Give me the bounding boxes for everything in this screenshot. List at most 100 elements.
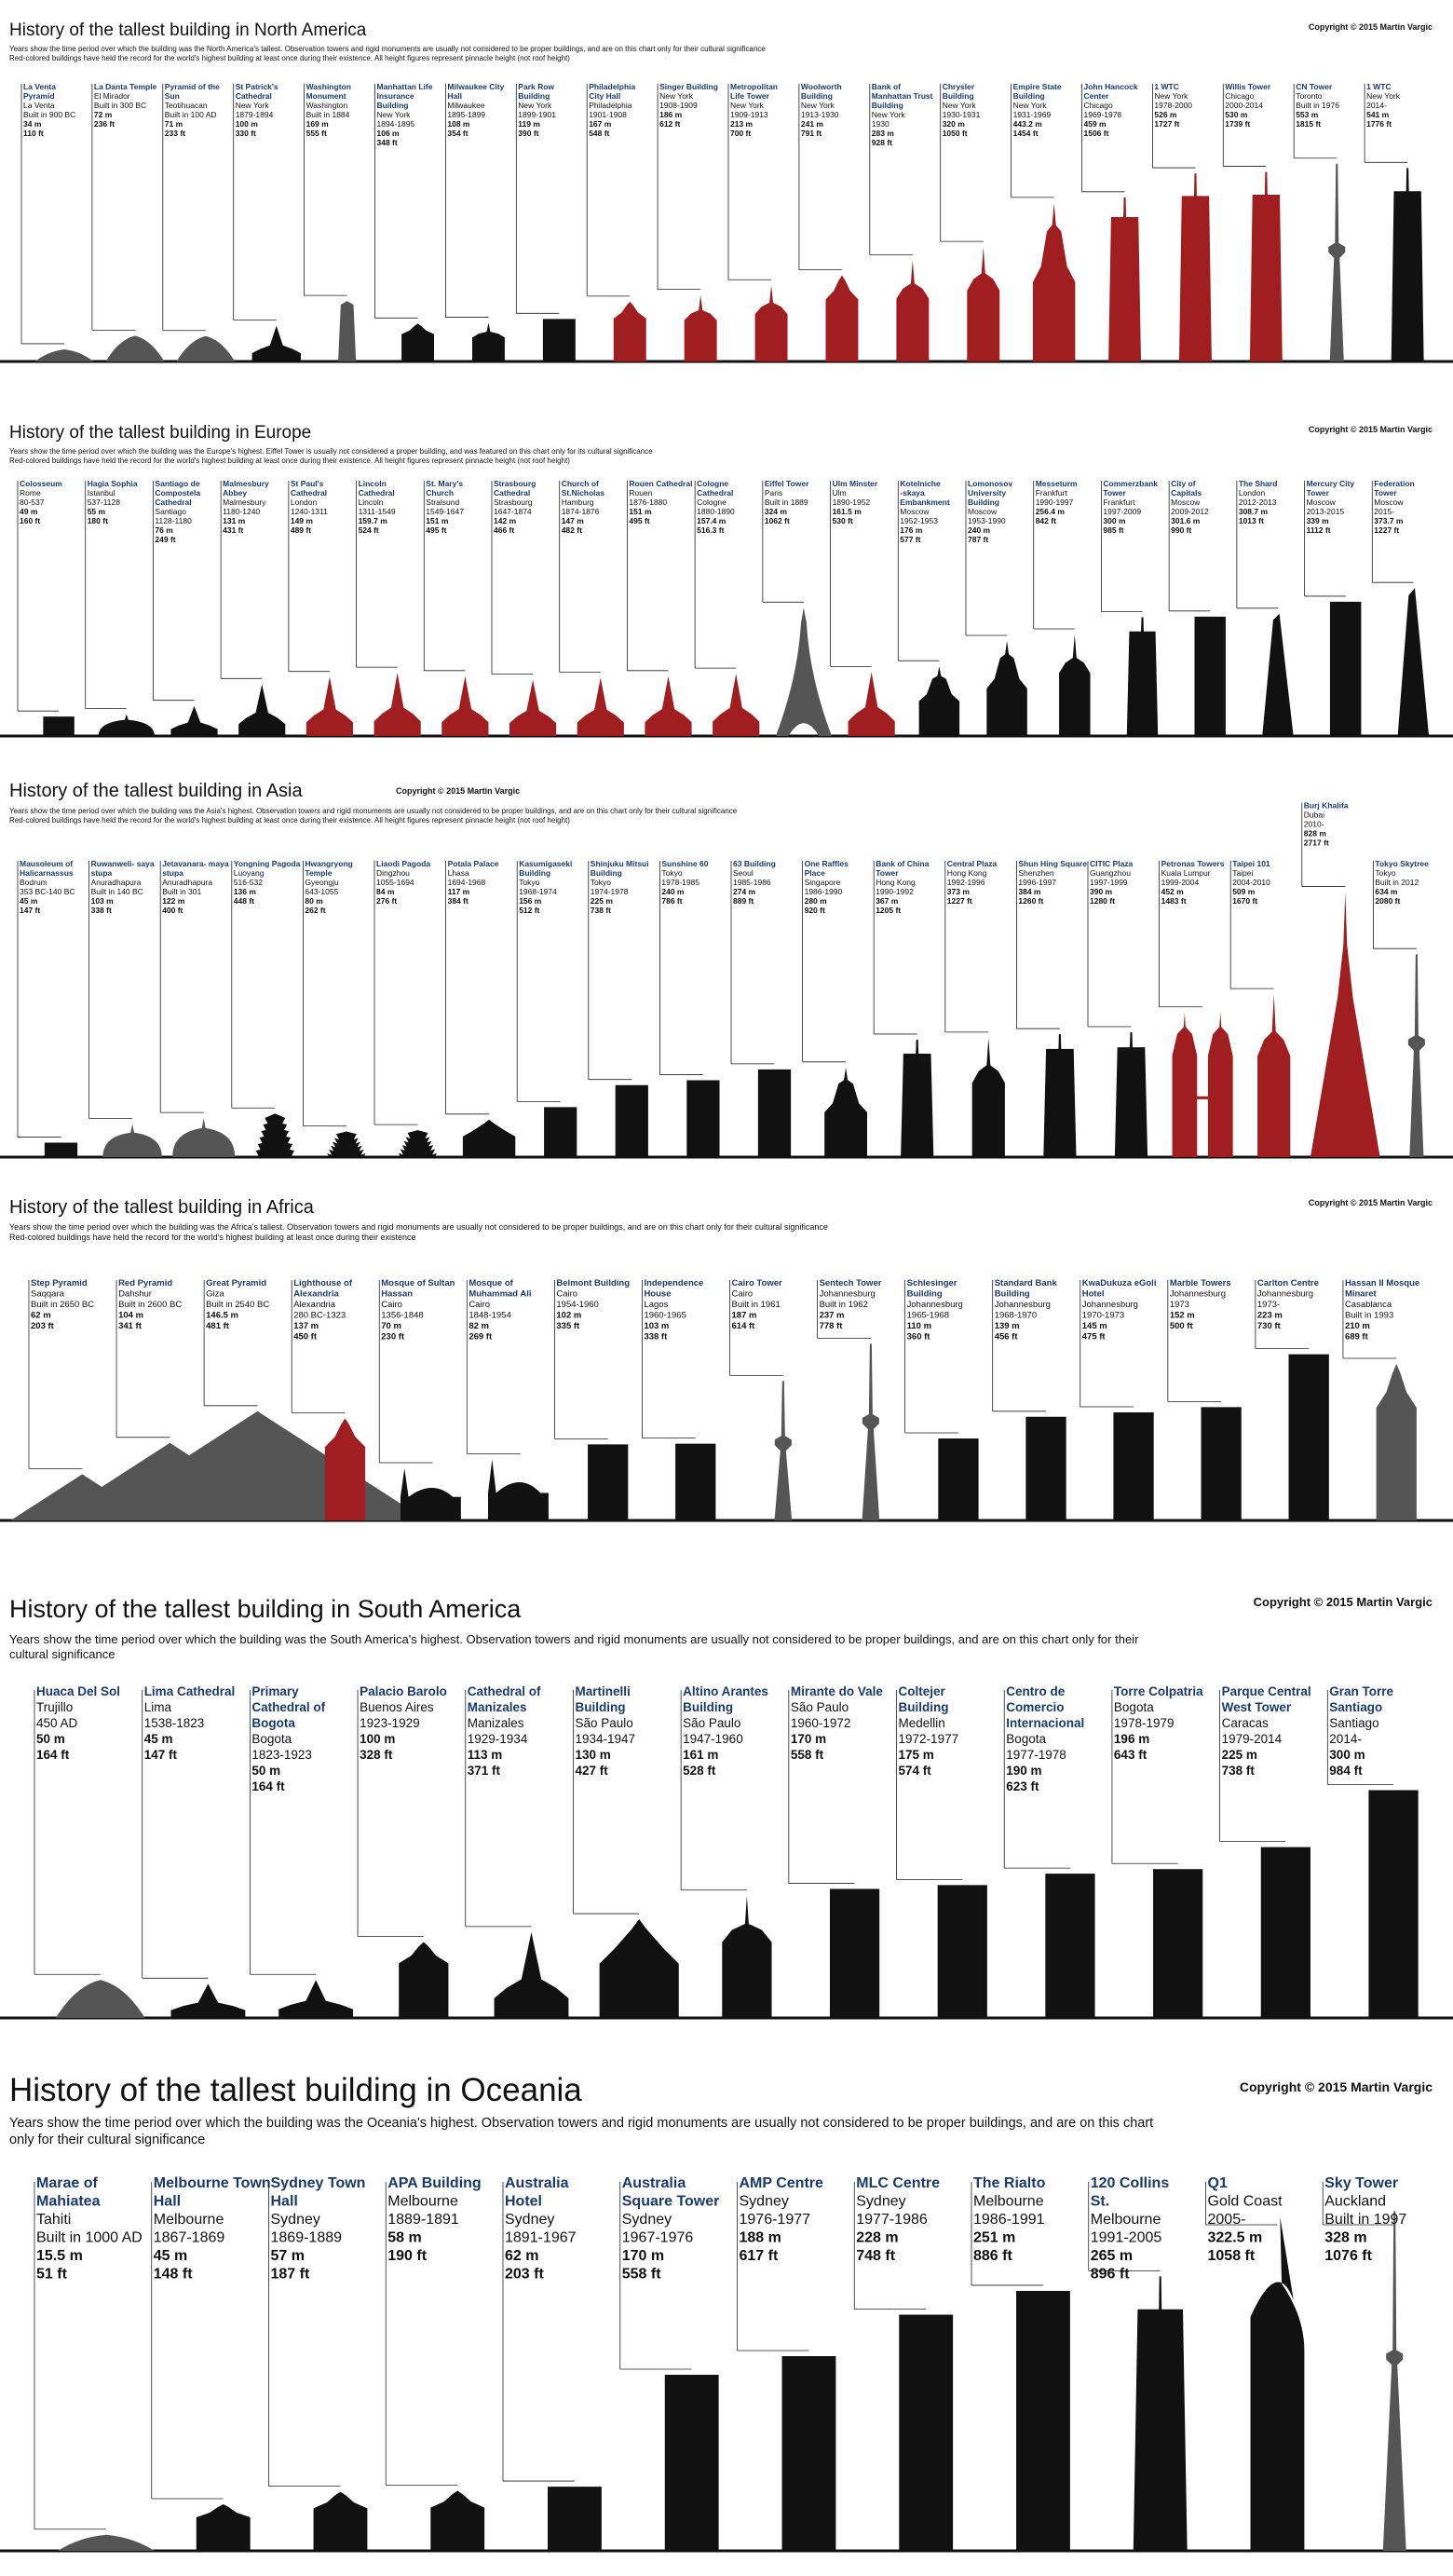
building-group: Parque Central West Tower Caracas 1979-2014… — [1219, 1684, 1311, 2018]
building-name: City Hall — [589, 91, 620, 101]
building-mark — [971, 1037, 1005, 1157]
building-height: 548 ft — [589, 129, 609, 138]
building-group: The Rialto Melbourne 1986-1991 251 m 886 ft — [971, 2175, 1070, 2551]
building-height: 164 ft — [251, 1779, 285, 1793]
building-detail: Tokyo — [591, 878, 611, 887]
building-name: La Danta Temple — [94, 82, 157, 91]
building-height: 147 ft — [144, 1748, 178, 1762]
building-name: Building — [907, 1289, 943, 1300]
building-name: Halicarnassus — [20, 868, 74, 878]
building-name: City of — [1171, 479, 1196, 488]
building-name: Mausoleum of — [20, 859, 73, 868]
building-detail: Lhasa — [448, 868, 469, 878]
building-height: 269 ft — [468, 1332, 493, 1343]
building-mark — [1016, 2290, 1070, 2551]
building-detail: 1909-1913 — [730, 110, 768, 119]
building-height: 147 ft — [20, 906, 40, 915]
building-mark — [441, 675, 489, 736]
building-detail: 1992-1996 — [947, 878, 985, 887]
building-mark — [401, 323, 435, 361]
building-detail: 1990-1997 — [1036, 497, 1074, 507]
copyright: Copyright © 2015 Martin Vargic — [1308, 22, 1433, 32]
building-height: 149 m — [291, 516, 314, 525]
building-name: Colosseum — [20, 479, 62, 488]
building-height: 738 ft — [591, 906, 611, 915]
building-detail: Johannesburg — [907, 1300, 963, 1310]
building-height: 475 ft — [1082, 1332, 1107, 1343]
building-name: Insurance — [377, 91, 414, 101]
building-height: 136 m — [234, 887, 257, 896]
building-name: Belmont Building — [556, 1278, 630, 1288]
building-height: 167 m — [589, 119, 612, 129]
building-detail: Melbourne — [387, 2194, 458, 2210]
building-height: 152 m — [1170, 1311, 1195, 1321]
building-detail: Lagos — [644, 1300, 668, 1310]
building-detail: Dahshur — [118, 1289, 152, 1300]
building-mark — [599, 1919, 679, 2018]
building-height: 241 m — [801, 119, 824, 129]
building-mark — [1249, 171, 1283, 361]
building-detail: Malmesbury — [223, 497, 266, 507]
building-detail: Dubai — [1304, 811, 1324, 820]
building-detail: Guangzhou — [1090, 868, 1131, 878]
building-name: Alexandria — [293, 1289, 339, 1300]
building-height: 617 ft — [740, 2248, 779, 2264]
building-detail: Johannesburg — [995, 1300, 1051, 1310]
building-height: 459 m — [1084, 119, 1107, 129]
building-detail: New York — [236, 101, 270, 110]
building-detail: 1890-1952 — [833, 497, 871, 507]
building-detail: Anuradhapura — [91, 878, 142, 887]
building-height: 196 m — [1114, 1732, 1149, 1746]
building-name: Woolworth — [801, 82, 842, 91]
building-height: 322.5 m — [1208, 2230, 1263, 2246]
building-group: Church ofSt.NicholasHamburg1874-1876147 … — [559, 479, 624, 736]
building-name: stupa — [162, 868, 183, 878]
building-name: Shun Hing Square — [1018, 859, 1087, 868]
panel-description: Years show the time period over which th… — [9, 45, 1313, 63]
building-height: 45 m — [154, 2248, 187, 2264]
building-height: 842 ft — [1036, 516, 1056, 525]
building-detail: 1968-1970 — [995, 1311, 1037, 1321]
building-group: Melbourne Town Hall Melbourne 1867-1869 45 m… — [151, 2175, 271, 2551]
building-name: Building — [995, 1289, 1030, 1300]
building-detail: Bodrum — [20, 878, 48, 887]
panel-description: Years show the time period over which th… — [9, 1632, 1313, 1663]
building-height: 348 ft — [377, 138, 398, 147]
building-name: Comercio — [1006, 1700, 1064, 1714]
building-detail: 2000-2014 — [1225, 101, 1263, 110]
building-mark — [544, 1107, 577, 1157]
building-detail: 450 AD — [36, 1716, 78, 1730]
building-detail: Milwaukee — [447, 101, 484, 110]
building-name: APA Building — [387, 2175, 481, 2191]
building-height: 612 ft — [659, 119, 680, 129]
building-detail: 1973 — [1170, 1300, 1189, 1310]
building-height: 786 ft — [661, 896, 682, 906]
building-height: 456 ft — [995, 1332, 1019, 1343]
desc-line: Red-colored buildings have held the reco… — [9, 54, 570, 62]
building-height: 689 ft — [1345, 1332, 1369, 1343]
building-height: 384 m — [1018, 887, 1041, 896]
building-height: 339 m — [1307, 516, 1330, 525]
building-height: 76 m — [155, 525, 173, 535]
building-mark — [196, 2503, 251, 2551]
building-height: 373 m — [947, 887, 971, 896]
building-height: 896 ft — [1091, 2267, 1130, 2283]
building-group: MLC Centre Sydney 1977-1986 228 m 748 ft — [853, 2175, 954, 2551]
building-height: 161.5 m — [833, 507, 862, 516]
building-height: 57 m — [271, 2248, 305, 2264]
building-mark — [542, 319, 576, 361]
building-name: Muhammad Ali — [468, 1289, 531, 1300]
building-height: 300 m — [1329, 1748, 1365, 1762]
building-height: 328 ft — [360, 1748, 393, 1762]
building-height: 100 m — [236, 119, 259, 129]
building-name: Malmesbury — [223, 479, 269, 488]
building-detail: Trujillo — [36, 1700, 73, 1714]
panel-description: Years show the time period over which th… — [9, 1222, 1313, 1244]
building-mark — [781, 2355, 836, 2551]
building-detail: 1694-1968 — [448, 878, 486, 887]
